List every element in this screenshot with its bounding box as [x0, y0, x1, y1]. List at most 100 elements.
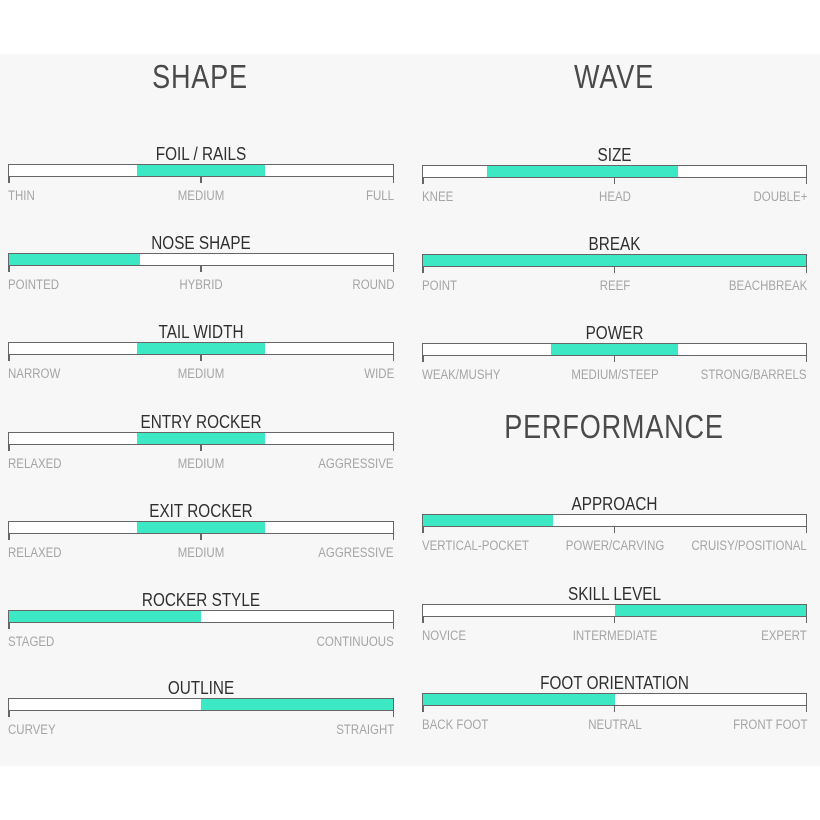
scale-fill [486, 166, 679, 177]
scale-title: OUTLINE [167, 678, 235, 698]
tick-mark [805, 526, 807, 533]
tick-mark [8, 533, 10, 540]
scale-label-left: KNEE [422, 189, 454, 204]
scale-row: BREAK POINT REEF BEACHBREAK [422, 234, 807, 296]
scale-label-right: AGGRESSIVE [318, 545, 394, 560]
tick-mark [392, 354, 394, 361]
scale-row: APPROACH VERTICAL-POCKET POWER/CARVING CRUI… [422, 494, 807, 556]
scale-fill [136, 343, 266, 354]
scale-fill [201, 699, 393, 710]
scale-title: FOIL / RAILS [155, 144, 247, 164]
scale-title: SIZE [597, 145, 632, 165]
tick-mark [613, 616, 616, 623]
tick-mark [8, 622, 10, 629]
section-title-wave: WAVE [574, 58, 654, 95]
scale-label-left: POINT [422, 278, 458, 293]
scale-title: EXIT ROCKER [149, 501, 253, 521]
scale-row: FOIL / RAILS THIN MEDIUM FULL [8, 144, 394, 206]
tick-mark [392, 265, 394, 272]
scale-row: SIZE KNEE HEAD DOUBLE+ [422, 145, 807, 207]
scale-label-center: MEDIUM [177, 188, 225, 203]
scale-label-right: EXPERT [761, 628, 807, 643]
scale-row: SKILL LEVEL NOVICE INTERMEDIATE EXPERT [422, 584, 807, 646]
tick-mark [8, 354, 10, 361]
tick-mark [805, 705, 807, 712]
tick-mark [613, 177, 616, 184]
tick-mark [200, 265, 202, 272]
tick-mark [422, 266, 424, 273]
scale-title: TAIL WIDTH [158, 322, 244, 342]
scale-label-right: ROUND [351, 277, 394, 292]
scale-fill [9, 611, 201, 622]
tick-mark [422, 526, 424, 533]
scale-title: APPROACH [571, 494, 658, 514]
scale-label-left: RELAXED [8, 456, 62, 471]
scale-bar [8, 698, 394, 711]
scale-label-left: BACK FOOT [422, 717, 489, 732]
scale-fill [423, 694, 615, 705]
scale-fill [136, 433, 266, 444]
tick-mark [805, 266, 807, 273]
tick-mark [392, 710, 394, 717]
tick-mark [422, 705, 424, 712]
tick-mark [613, 355, 616, 362]
scale-title: POWER [585, 323, 644, 343]
scale-label-left: NARROW [8, 366, 61, 381]
scale-title: ENTRY ROCKER [140, 412, 262, 432]
tick-mark [392, 622, 394, 629]
tick-mark [392, 444, 394, 451]
scale-label-left: WEAK/MUSHY [422, 367, 501, 382]
tick-mark [8, 444, 10, 451]
scale-title: BREAK [588, 234, 641, 254]
scale-bar [8, 610, 394, 623]
scale-label-right: FULL [365, 188, 394, 203]
scale-label-center: POWER/CARVING [565, 538, 664, 553]
scale-label-center: REEF [599, 278, 630, 293]
scale-title: NOSE SHAPE [151, 233, 251, 253]
scale-label-right: DOUBLE+ [753, 189, 807, 204]
scale-label-left: THIN [8, 188, 35, 203]
section-title-performance: PERFORMANCE [504, 408, 724, 445]
scale-fill [614, 605, 806, 616]
scale-fill [136, 522, 266, 533]
scale-label-right: CONTINUOUS [316, 634, 394, 649]
tick-mark [392, 176, 394, 183]
scale-row: ROCKER STYLE STAGED CONTINUOUS [8, 590, 394, 652]
scale-label-left: CURVEY [8, 722, 56, 737]
tick-mark [8, 176, 10, 183]
scale-label-right: AGGRESSIVE [318, 456, 394, 471]
scale-label-left: STAGED [8, 634, 55, 649]
scale-label-right: STRONG/BARRELS [701, 367, 807, 382]
scale-title: FOOT ORIENTATION [540, 673, 689, 693]
tick-mark [200, 176, 202, 183]
scale-label-center: MEDIUM [177, 545, 225, 560]
tick-mark [613, 705, 616, 712]
tick-mark [422, 355, 424, 362]
scale-label-center: MEDIUM/STEEP [570, 367, 659, 382]
scale-fill [423, 515, 554, 526]
scale-label-center: NEUTRAL [587, 717, 642, 732]
scale-row: ENTRY ROCKER RELAXED MEDIUM AGGRESSIVE [8, 412, 394, 474]
scale-label-center: HEAD [598, 189, 631, 204]
scale-row: OUTLINE CURVEY STRAIGHT [8, 678, 394, 740]
tick-mark [422, 616, 424, 623]
tick-mark [422, 177, 424, 184]
tick-mark [805, 355, 807, 362]
scale-label-right: STRAIGHT [335, 722, 394, 737]
tick-mark [200, 444, 202, 451]
tick-mark [613, 526, 616, 533]
scale-fill [9, 254, 140, 265]
scale-label-left: VERTICAL-POCKET [422, 538, 529, 553]
tick-mark [200, 354, 202, 361]
scale-row: EXIT ROCKER RELAXED MEDIUM AGGRESSIVE [8, 501, 394, 563]
scale-fill [550, 344, 679, 355]
tick-mark [805, 616, 807, 623]
tick-mark [613, 266, 616, 273]
scale-label-right: WIDE [364, 366, 394, 381]
scale-fill [423, 255, 806, 266]
scale-label-left: RELAXED [8, 545, 62, 560]
scale-row: FOOT ORIENTATION BACK FOOT NEUTRAL FRONT FO… [422, 673, 807, 735]
tick-mark [805, 177, 807, 184]
scale-label-right: CRUISY/POSITIONAL [691, 538, 807, 553]
tick-mark [8, 265, 10, 272]
